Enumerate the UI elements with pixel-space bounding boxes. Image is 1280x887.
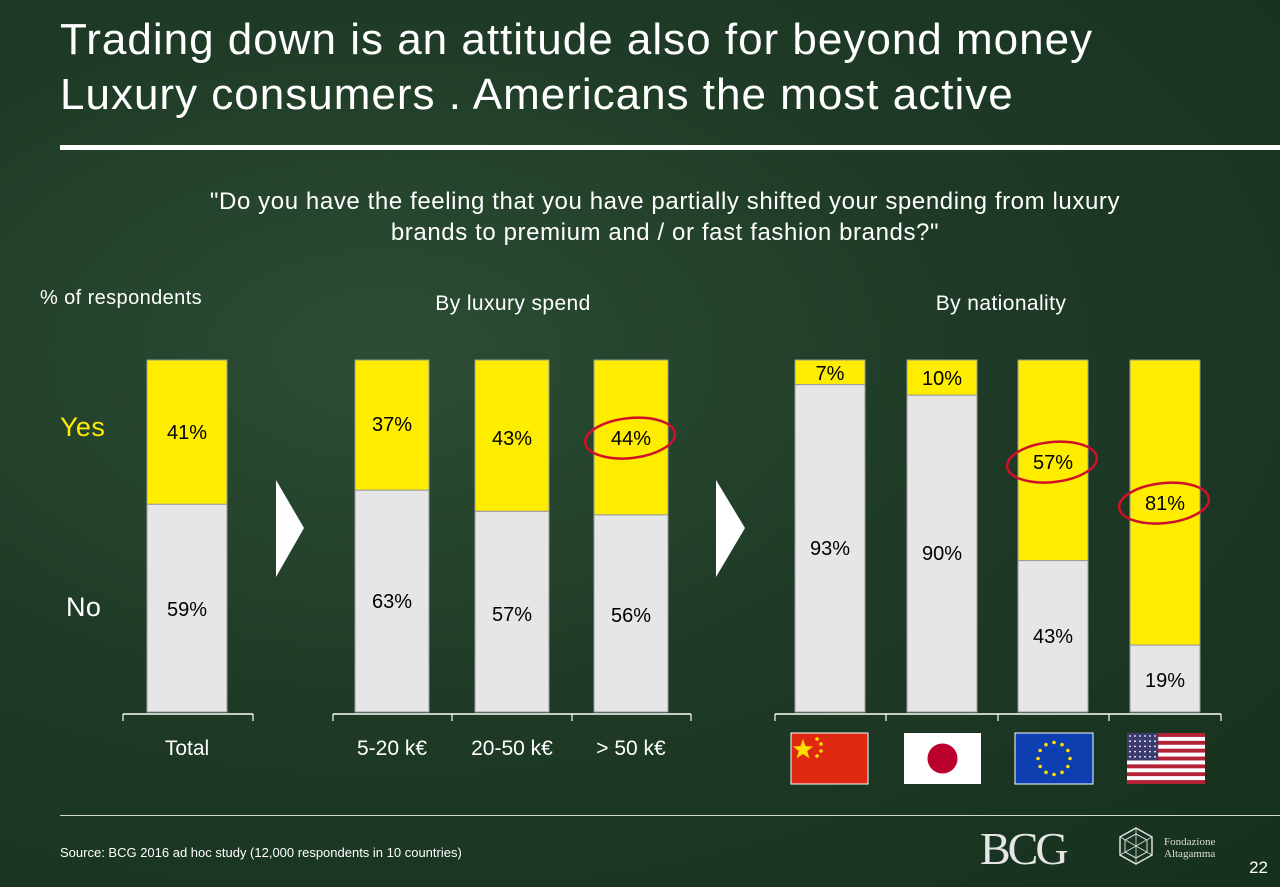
category-label: Total — [165, 737, 209, 760]
bar-yes-segment — [593, 359, 669, 516]
question-line-2: brands to premium and / or fast fashion … — [390, 219, 940, 246]
respondents-label: % of respondents — [40, 287, 203, 309]
altagamma-line-2: Altagamma — [1164, 848, 1216, 860]
arrow-chevron-icon — [276, 480, 304, 577]
data-label-no: 19% — [1145, 670, 1185, 692]
data-label-no: 56% — [611, 605, 651, 627]
altagamma-line-1: Fondazione — [1164, 836, 1216, 848]
data-label-no: 63% — [372, 591, 412, 613]
highlight-circle — [1005, 440, 1099, 484]
bar-yes-segment — [794, 359, 866, 386]
bar-no-segment — [794, 384, 866, 713]
bar-no-segment — [906, 394, 978, 713]
highlight-circle — [583, 416, 677, 460]
bar-no-segment — [1129, 644, 1201, 713]
arrow-chevron-icon — [716, 480, 745, 577]
bar-no-segment — [474, 510, 550, 713]
bar-yes-segment — [906, 359, 978, 396]
no-legend-label: No — [66, 592, 102, 622]
title-line-2: Luxury consumers . Americans the most ac… — [60, 70, 1014, 119]
page-number: 22 — [1249, 858, 1268, 877]
bar-no-segment — [146, 503, 228, 713]
title-divider — [60, 145, 1280, 150]
china-flag-icon — [790, 732, 869, 785]
bar-no-segment — [354, 489, 430, 713]
data-label-no: 57% — [492, 604, 532, 626]
altagamma-logo: Fondazione Altagamma — [1164, 836, 1215, 860]
data-label-no: 90% — [922, 543, 962, 565]
by-nationality-label: By nationality — [935, 292, 1067, 315]
data-label-no: 43% — [1033, 626, 1073, 648]
data-label-yes: 43% — [492, 428, 532, 450]
bar-yes-segment — [1129, 359, 1201, 646]
usa-flag-icon — [1127, 733, 1205, 784]
altagamma-logo-icon — [1119, 827, 1153, 865]
data-label-yes: 37% — [372, 414, 412, 436]
eu-flag-icon — [1014, 732, 1094, 785]
japan-flag-icon — [904, 733, 981, 784]
title-line-1: Trading down is an attitude also for bey… — [60, 15, 1094, 64]
data-label-yes: 44% — [611, 428, 651, 450]
data-label-yes: 10% — [922, 368, 962, 390]
bcg-logo: BCG — [980, 823, 1069, 874]
data-label-yes: 41% — [167, 422, 207, 444]
bar-yes-segment — [354, 359, 430, 491]
data-label-no: 59% — [167, 599, 207, 621]
yes-legend-label: Yes — [60, 412, 106, 442]
survey-question: "Do you have the feeling that you have p… — [120, 186, 1210, 248]
footer-divider — [60, 815, 1280, 816]
data-label-yes: 7% — [816, 363, 845, 385]
bar-yes-segment — [146, 359, 228, 505]
data-label-yes: 81% — [1145, 493, 1185, 515]
slide-title: Trading down is an attitude also for bey… — [60, 12, 1260, 122]
data-label-yes: 57% — [1033, 452, 1073, 474]
bar-no-segment — [593, 514, 669, 713]
category-label: > 50 k€ — [596, 737, 666, 760]
data-label-no: 93% — [810, 538, 850, 560]
question-line-1: "Do you have the feeling that you have p… — [209, 188, 1121, 215]
bar-yes-segment — [1017, 359, 1089, 562]
category-label: 20-50 k€ — [471, 737, 553, 760]
category-label: 5-20 k€ — [357, 737, 427, 760]
by-spend-label: By luxury spend — [435, 292, 591, 315]
bar-no-segment — [1017, 560, 1089, 713]
source-note: Source: BCG 2016 ad hoc study (12,000 re… — [60, 845, 462, 860]
highlight-circle — [1117, 481, 1211, 525]
